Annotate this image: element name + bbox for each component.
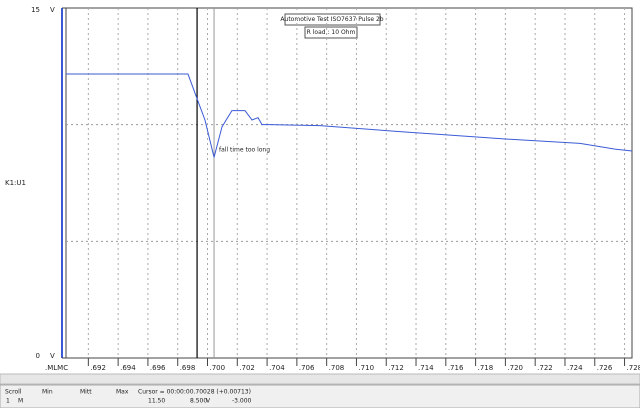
annotation: fall time too long [219, 147, 270, 154]
x-tick-label: .692 [90, 364, 106, 372]
x-tick-label: .724 [567, 364, 583, 372]
status-value: 11.50 [148, 398, 165, 405]
status-header: Mitt [80, 389, 92, 396]
chart-title: Automotive Test ISO7637 Pulse 2b [280, 16, 383, 23]
scrollbar[interactable] [0, 373, 640, 385]
x-tick-label: .726 [597, 364, 613, 372]
data-line [66, 73, 633, 158]
y-unit: V [50, 6, 55, 14]
x-tick-label: .720 [507, 364, 523, 372]
status-value: 8.500 [190, 398, 207, 405]
status-bar [0, 384, 640, 409]
x-tick-label: .716 [448, 364, 464, 372]
x-tick-label: .712 [388, 364, 404, 372]
x-tick-label: .694 [120, 364, 136, 372]
x-tick-label: .718 [478, 364, 494, 372]
status-value: -3.000 [232, 398, 252, 405]
subtitle-box [304, 26, 358, 39]
title-box [284, 13, 381, 26]
x-tick-label: .714 [418, 364, 434, 372]
x-tick-label: .706 [299, 364, 315, 372]
subtitle: R load : 10 Ohm [307, 29, 356, 36]
y-unit: V [50, 352, 55, 360]
x-tick-label: .722 [537, 364, 553, 372]
status-header: Min [42, 389, 53, 396]
x-tick-label: .704 [269, 364, 285, 372]
y-tick-label: 15 [31, 6, 40, 14]
status-header: Max [116, 389, 129, 396]
status-mode: M [18, 398, 23, 405]
x-tick-label: .702 [239, 364, 255, 372]
status-cursor: Cursor = 00:00:00.70028 (+0.00713) [138, 389, 251, 396]
status-header: Scroll [5, 389, 22, 396]
status-unit: V [206, 398, 211, 405]
x-tick-label: .698 [180, 364, 196, 372]
x-tick-label: .728 [627, 364, 640, 372]
x-tick-label: .710 [358, 364, 374, 372]
x-tick-label: .700 [210, 364, 226, 372]
y-tick-label: 0 [36, 352, 40, 360]
x-axis-label: .MLMC [45, 364, 68, 372]
status-row: 1 [6, 398, 10, 405]
x-tick-label: .708 [329, 364, 345, 372]
channel-label: K1:U1 [5, 179, 26, 187]
x-tick-label: .696 [150, 364, 166, 372]
plot-area [65, 7, 633, 359]
